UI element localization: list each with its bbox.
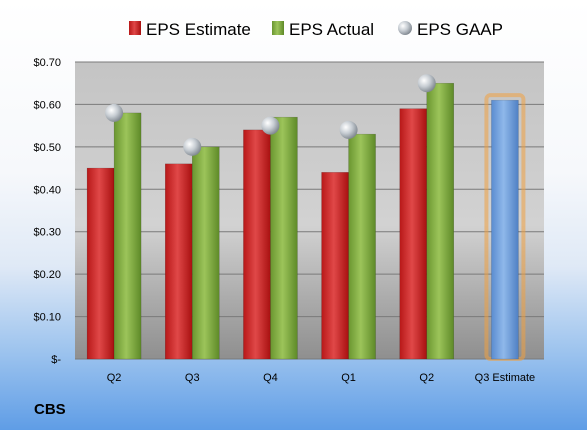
legend-swatch-eps-gaap [398, 21, 412, 35]
eps-actual-bar [426, 82, 454, 360]
legend-label-eps-gaap: EPS GAAP [417, 20, 503, 39]
legend-item-eps-gaap: EPS GAAP [398, 20, 503, 39]
legend-item-eps-actual: EPS Actual [272, 20, 374, 39]
y-tick-label: $0.20 [33, 269, 61, 281]
x-tick-label: Q1 [341, 372, 356, 384]
eps-gaap-marker [105, 103, 124, 122]
plot-area [75, 62, 544, 359]
y-axis-ticks: $- $0.10 $0.20 $0.30 $0.40 $0.50 $0.60 $0.70 [33, 57, 61, 366]
eps-estimate-bar [321, 172, 349, 360]
eps-actual-bar [192, 146, 220, 360]
eps-gaap-marker [339, 120, 358, 139]
x-tick-label: Q2 [107, 372, 122, 384]
gridlines [75, 61, 544, 360]
y-tick-label: $0.10 [33, 312, 61, 324]
eps-actual-bar [113, 112, 142, 360]
legend-label-eps-actual: EPS Actual [289, 20, 374, 39]
x-tick-label: Q4 [263, 372, 278, 384]
x-tick-label: Q2 [419, 372, 434, 384]
legend-swatch-eps-estimate [129, 21, 141, 35]
legend-item-eps-estimate: EPS Estimate [129, 20, 251, 39]
legend-label-eps-estimate: EPS Estimate [146, 20, 251, 39]
eps-gaap-marker [417, 74, 436, 93]
eps-estimate-bar [243, 129, 271, 360]
bars [86, 82, 526, 362]
eps-estimate-bar [399, 108, 427, 360]
eps-gaap-marker [183, 137, 202, 156]
y-tick-label: $- [51, 354, 61, 366]
company-ticker: CBS [34, 401, 66, 418]
x-axis-ticks: Q2 Q3 Q4 Q1 Q2 Q3 Estimate [107, 372, 535, 384]
eps-actual-bar [348, 133, 376, 360]
y-tick-label: $0.70 [33, 57, 61, 69]
eps-estimate-bar [86, 167, 115, 360]
y-tick-label: $0.60 [33, 99, 61, 111]
y-tick-label: $0.30 [33, 227, 61, 239]
eps-estimate-bar [165, 163, 193, 360]
y-tick-label: $0.50 [33, 142, 61, 154]
eps-gaap-marker [261, 116, 280, 135]
y-tick-label: $0.40 [33, 184, 61, 196]
eps-actual-bar [270, 116, 298, 360]
legend: EPS Estimate EPS Actual EPS GAAP [129, 20, 503, 39]
x-tick-label: Q3 Estimate [475, 372, 536, 384]
forecast-bar [491, 99, 519, 360]
legend-swatch-eps-actual [272, 21, 284, 35]
x-tick-label: Q3 [185, 372, 200, 384]
gaap-markers [105, 74, 436, 156]
